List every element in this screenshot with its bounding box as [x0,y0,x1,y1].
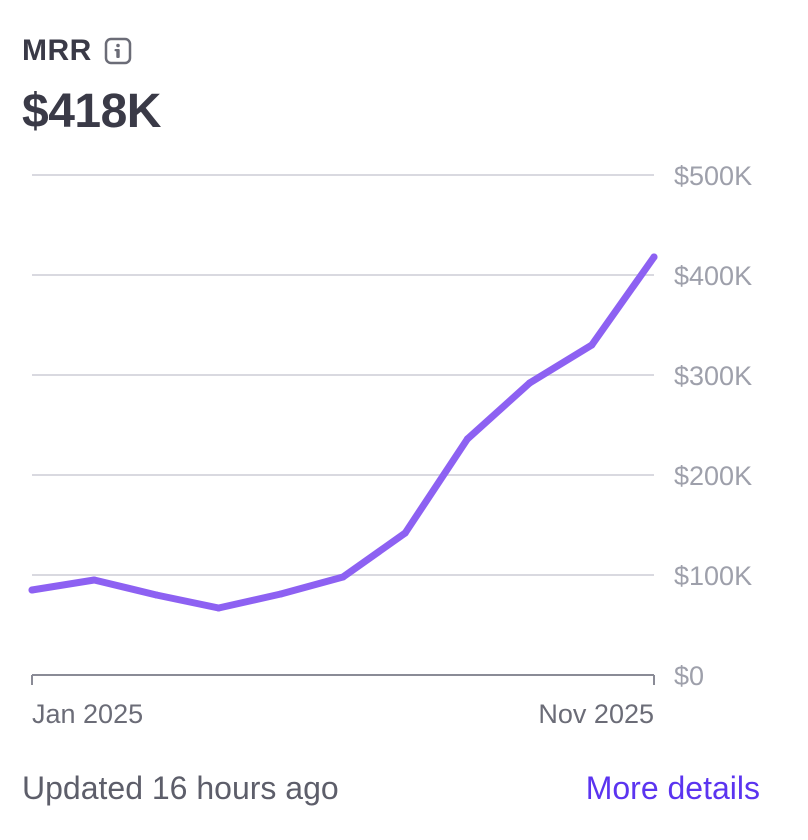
y-tick-label: $400K [674,261,752,291]
data-point [28,586,36,594]
data-point [463,435,471,443]
x-axis-ticks: Jan 2025 Nov 2025 [32,699,654,729]
x-axis [31,674,655,685]
info-icon[interactable] [104,37,132,65]
data-point [588,341,596,349]
info-icon-graphic [104,37,132,65]
y-tick-label: $0 [674,661,704,691]
data-point [526,379,534,387]
metric-label: MRR [22,34,92,67]
data-point [650,253,658,261]
x-tick-label-end: Nov 2025 [538,699,654,729]
metric-value: $418K [22,85,161,138]
data-point [90,576,98,584]
metric-header: MRR [22,34,132,68]
y-tick-label: $200K [674,461,752,491]
series-line [28,253,658,612]
data-point [401,529,409,537]
data-point [215,604,223,612]
grid-lines [32,174,654,576]
y-axis-ticks: $0 $100K $200K $300K $400K $500K [674,161,752,691]
data-point [277,590,285,598]
y-tick-label: $500K [674,161,752,191]
x-tick-label-start: Jan 2025 [32,699,143,729]
card-footer: Updated 16 hours ago More details [22,770,760,807]
more-details-link[interactable]: More details [585,770,760,806]
data-point [152,591,160,599]
y-tick-label: $300K [674,361,752,391]
y-tick-label: $100K [674,561,752,591]
updated-timestamp: Updated 16 hours ago [22,770,339,806]
mrr-line-chart: $0 $100K $200K $300K $400K $500K Jan 2025 Nov … [28,161,752,729]
series-layer [28,253,658,612]
data-point [339,573,347,581]
